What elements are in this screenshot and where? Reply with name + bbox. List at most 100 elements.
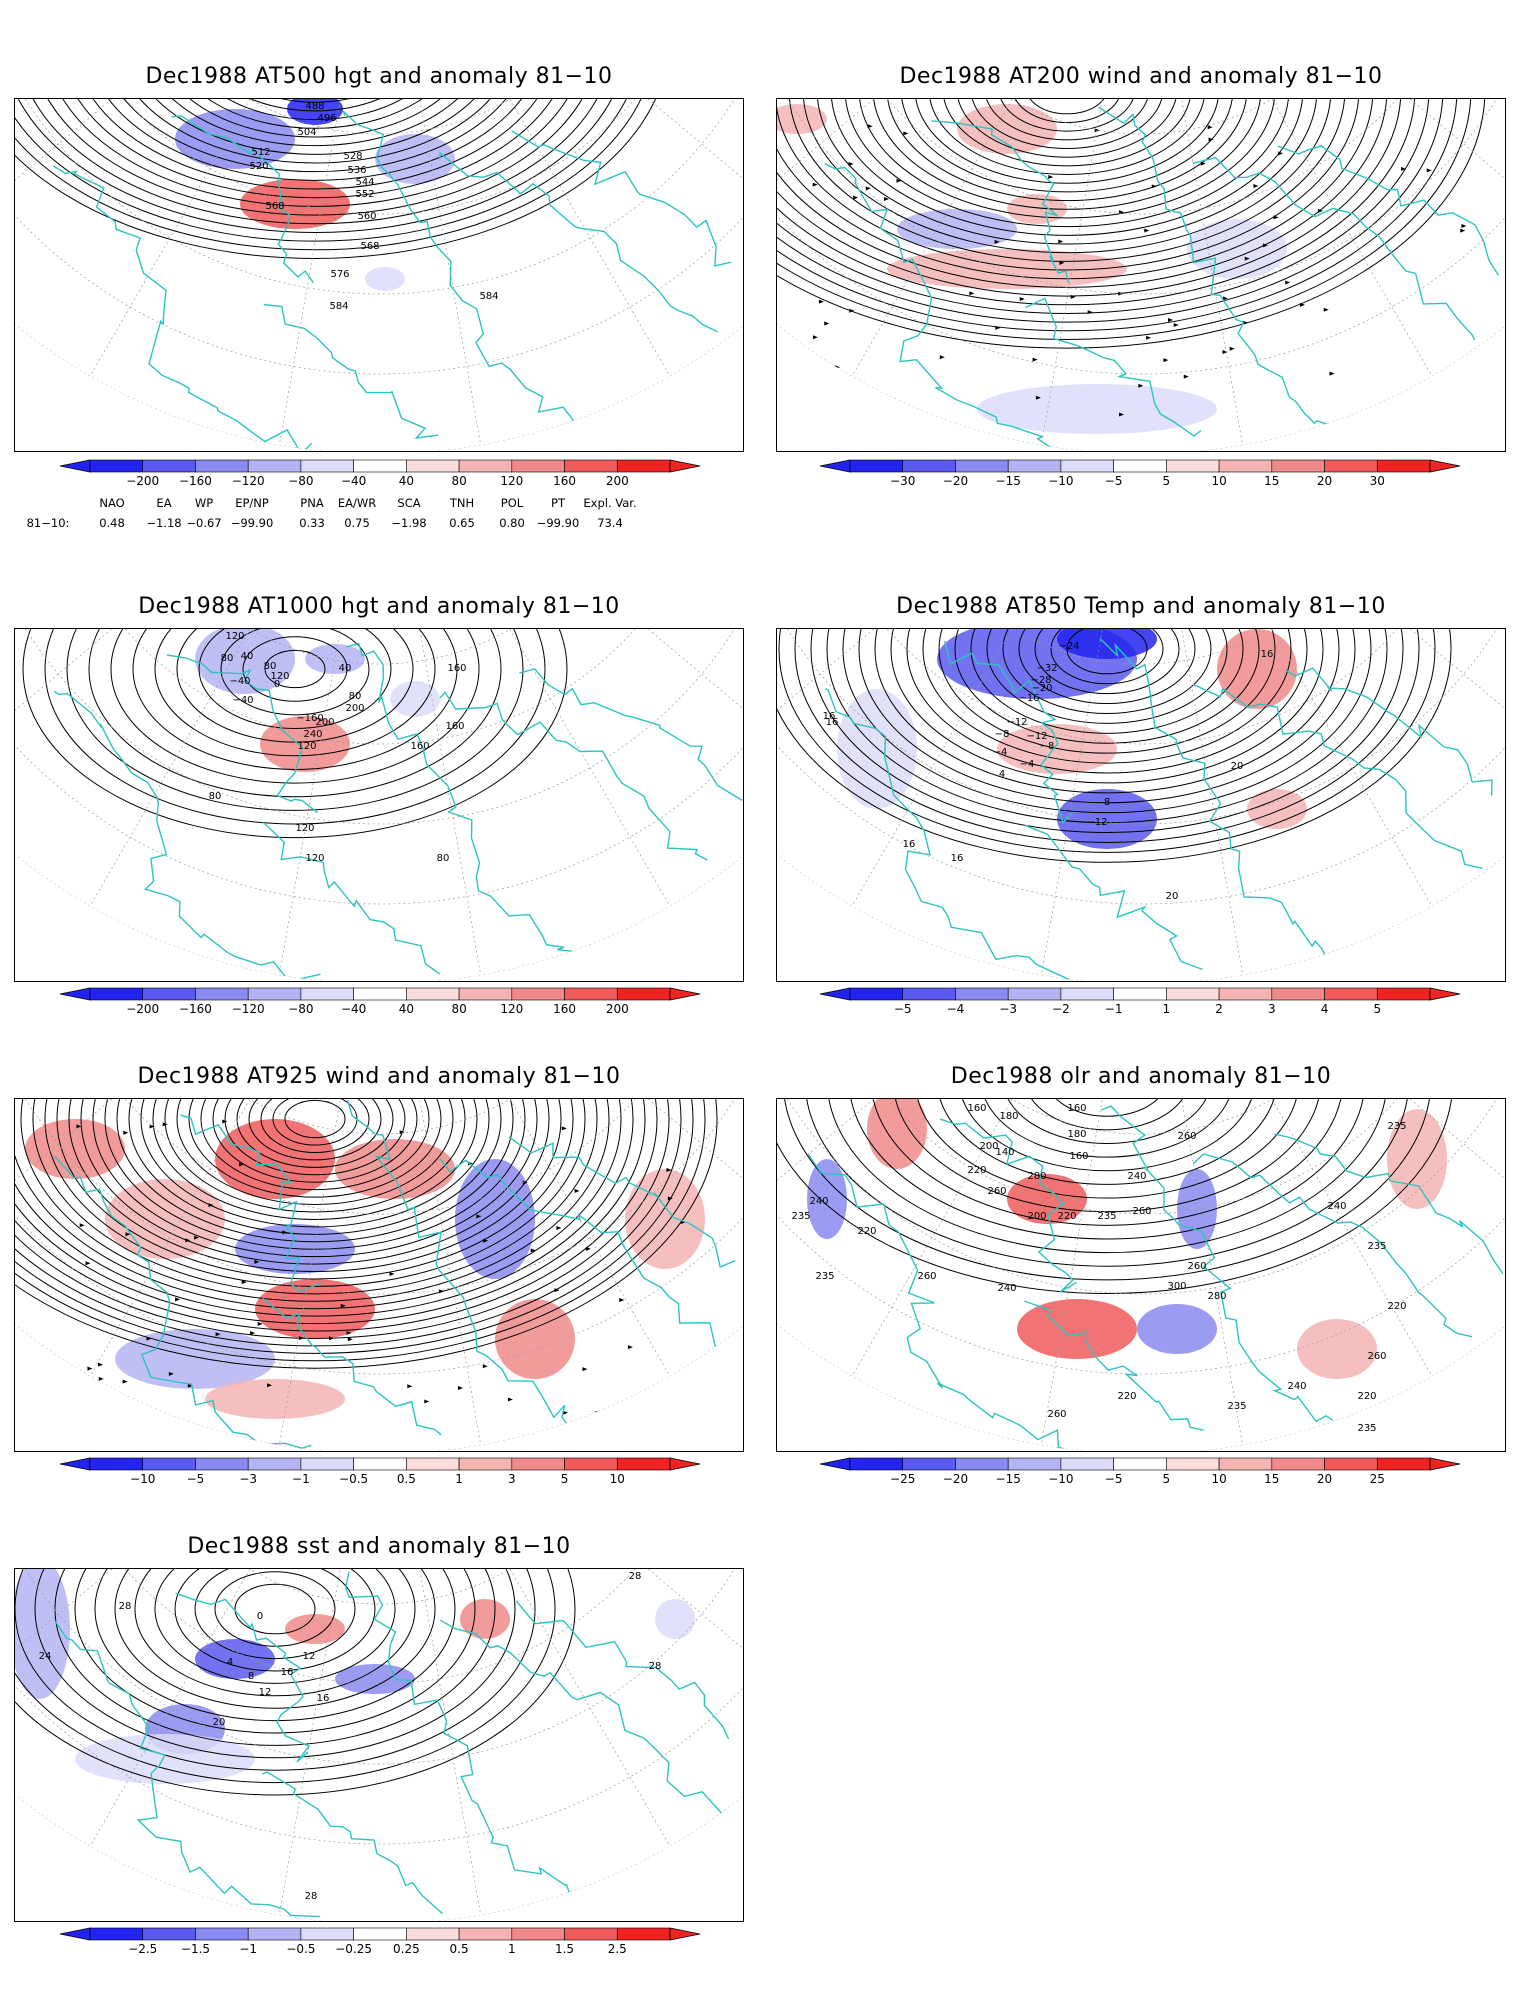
contour-label: 520 [249, 161, 268, 172]
colorbar-segment [1376, 987, 1431, 1001]
colorbar-segment [616, 987, 671, 1001]
contour-label: 28 [629, 1571, 642, 1582]
contour-label: 240 [809, 1196, 828, 1207]
index-header: PNA [300, 496, 324, 510]
colorbar-arrow-low [59, 987, 91, 1001]
contour-label: 536 [347, 165, 366, 176]
colorbar-segment [1324, 987, 1378, 1001]
contour-label: 160 [1069, 1151, 1088, 1162]
panel-title: Dec1988 AT200 wind and anomaly 81−10 [899, 64, 1383, 89]
contour-label: 80 [349, 691, 362, 702]
index-header: NAO [99, 496, 125, 510]
colorbar-segment [1324, 1457, 1378, 1471]
contour-label: 140 [995, 1147, 1014, 1158]
map-graphic: −24−32−28−20−16−12−8−4−12−8−4161648−1216… [777, 629, 1505, 981]
colorbar-tick-label: −1 [239, 1942, 258, 1956]
colorbar-tick-label: −5 [1104, 474, 1123, 488]
colorbar-tick-label: 10 [1211, 1472, 1227, 1486]
contour-label: 544 [355, 177, 374, 188]
contour-label: 280 [1027, 1171, 1046, 1182]
contour-label: −40 [232, 695, 253, 706]
colorbar-segment [511, 1457, 565, 1471]
anomaly-positive-region [285, 1614, 345, 1644]
index-value: 0.65 [449, 516, 475, 530]
panel-title: Dec1988 olr and anomaly 81−10 [950, 1064, 1332, 1089]
colorbar-segment [195, 1927, 249, 1941]
colorbar-segment [458, 1927, 513, 1941]
colorbar-segment [564, 459, 618, 473]
continent-outlines [53, 110, 732, 451]
colorbar-arrow-low [819, 987, 851, 1001]
continent-outlines [54, 1100, 736, 1449]
contour-label: 28 [119, 1601, 132, 1612]
contour-label: 220 [1387, 1301, 1406, 1312]
colorbar-segment [849, 1457, 904, 1471]
colorbar-tick-label: −1.5 [180, 1942, 211, 1956]
colorbar-850temp: −5 −4 −3 −2 −1 1 2 3 4 5 [819, 987, 1461, 1028]
hemisphere-mask [15, 1569, 743, 1921]
anomaly-region [1057, 789, 1157, 849]
hemisphere-mask [777, 629, 1505, 981]
colorbar-segment [616, 459, 671, 473]
contour-label: 0 [274, 679, 280, 690]
colorbar-tick-label: −25 [890, 1472, 916, 1486]
colorbar-segment [1113, 459, 1167, 473]
colorbar-arrow-high [669, 1927, 701, 1941]
contour-label: 260 [1187, 1261, 1206, 1272]
map-graphic [15, 1099, 743, 1451]
colorbar-arrow-high [1429, 987, 1461, 1001]
contour-label: 200 [345, 703, 364, 714]
anomaly-region [195, 1639, 275, 1679]
index-value: 0.33 [299, 516, 325, 530]
colorbar-tick-label: −200 [126, 474, 160, 488]
colorbar-tick-label: 25 [1369, 1472, 1385, 1486]
colorbar-tick-label: 4 [1320, 1002, 1329, 1016]
colorbar-segment [300, 459, 354, 473]
colorbar-segment [247, 459, 302, 473]
hemisphere-mask [15, 1099, 743, 1451]
contour-label: 260 [1047, 1409, 1066, 1420]
contour-label: 120 [225, 631, 244, 642]
colorbar-arrow-high [1429, 1457, 1461, 1471]
colorbar-tick-label: 0.25 [393, 1942, 420, 1956]
colorbar-tick-label: 5 [1162, 474, 1171, 488]
colorbar-segment [406, 1927, 460, 1941]
colorbar-tick-label: 160 [553, 1002, 576, 1016]
colorbar-segment [1271, 1457, 1325, 1471]
contour-label: 260 [1367, 1351, 1386, 1362]
contour-label: −28 [1030, 675, 1051, 686]
colorbar-tick-label: 0.5 [396, 1472, 416, 1486]
colorbar-tick-label: 1 [1162, 1002, 1171, 1016]
colorbar-segment [406, 459, 460, 473]
anomaly-region [807, 1159, 847, 1239]
colorbar-arrow-low [819, 459, 851, 473]
colorbar-arrow-low [819, 1457, 851, 1471]
colorbar-graphic [59, 987, 701, 1001]
colorbar-tick-label: 30 [1369, 474, 1385, 488]
anomaly-positive-region [1387, 1109, 1447, 1209]
colorbar-tick-label: 1.5 [554, 1942, 575, 1956]
colorbar-tick-label: 15 [1264, 1472, 1280, 1486]
colorbar-segment [1007, 987, 1062, 1001]
index-header: TNH [449, 496, 475, 510]
colorbar-tick-label: −10 [1048, 1472, 1074, 1486]
colorbar-tick-label: −200 [126, 1002, 160, 1016]
colorbar-tick-label: 80 [451, 474, 467, 488]
colorbar-segment [616, 1457, 671, 1471]
colorbar-tick-label: −120 [231, 474, 265, 488]
colorbar-tick-label: −1 [292, 1472, 310, 1486]
anomaly-region [75, 1734, 255, 1784]
contour-label: 28 [649, 1661, 662, 1672]
contour-lines [15, 1569, 576, 1796]
contour-label: 512 [251, 147, 270, 158]
colorbar-segment [195, 1457, 249, 1471]
anomaly-region [365, 267, 405, 291]
colorbar-segment [300, 1927, 354, 1941]
colorbar-tick-label: 3 [507, 1472, 516, 1486]
colorbar-segment [353, 1927, 407, 1941]
colorbar-tick-label: −3 [239, 1472, 258, 1486]
anomaly-positive-region [240, 179, 350, 229]
colorbar-tick-label: −0.5 [286, 1942, 316, 1956]
contour-label: 552 [355, 189, 374, 200]
